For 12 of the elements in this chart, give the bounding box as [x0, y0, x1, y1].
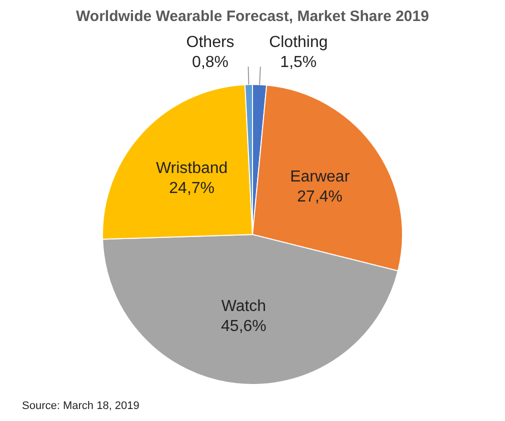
slice-label: Others — [186, 34, 234, 51]
slice-label: Wristband — [156, 160, 228, 177]
source-note: Source: March 18, 2019 — [22, 400, 140, 412]
data-label: 0,8% — [192, 54, 229, 71]
slice-label: Watch — [221, 298, 266, 315]
slice-label: Earwear — [290, 168, 350, 186]
data-label: 1,5% — [280, 54, 317, 72]
chart-title: Worldwide Wearable Forecast, Market Share 2019 — [76, 8, 429, 26]
data-label: 24,7% — [169, 180, 215, 197]
data-label: 45,6% — [221, 318, 266, 335]
slice-label: Clothing — [269, 34, 328, 52]
data-label: 27,4% — [297, 188, 343, 206]
